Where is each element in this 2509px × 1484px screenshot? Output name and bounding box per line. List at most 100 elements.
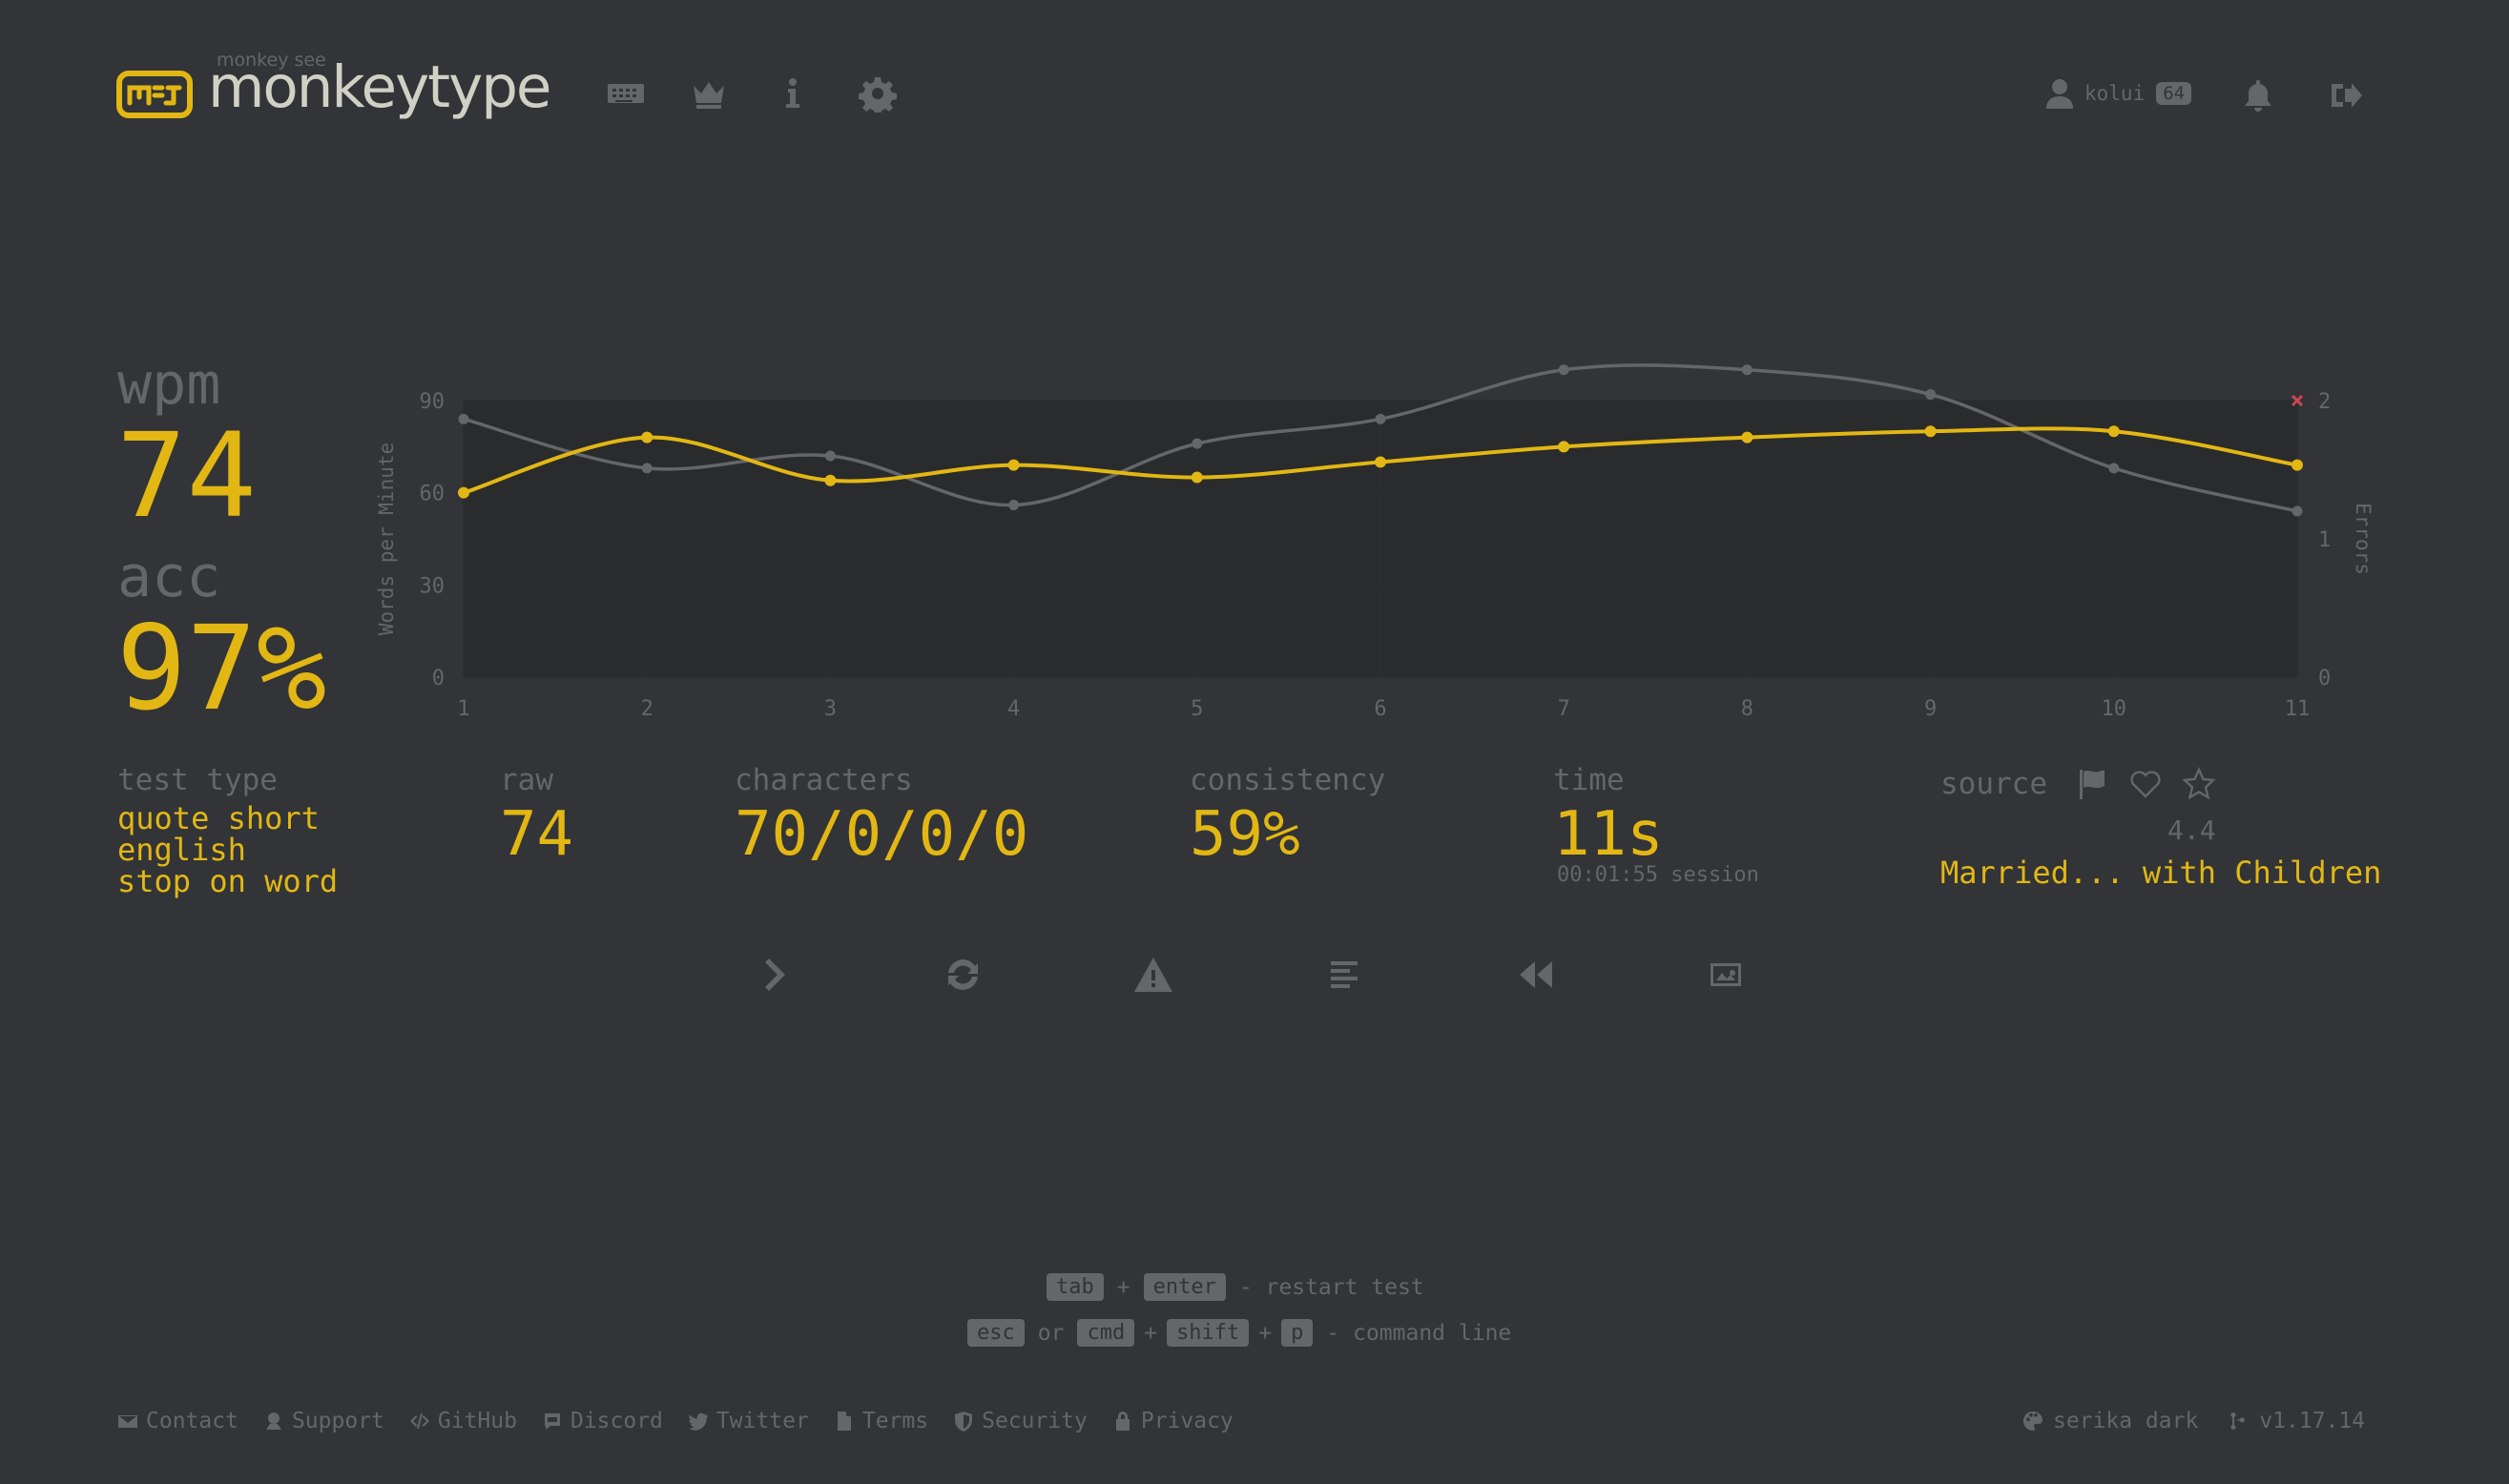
command-line-hint: esc or cmd + shift + p - command line bbox=[967, 1319, 1511, 1347]
data-point-raw bbox=[1192, 438, 1203, 449]
logo-text: monkeytype bbox=[208, 53, 551, 121]
user-icon bbox=[2046, 79, 2073, 109]
gear-icon[interactable] bbox=[859, 74, 897, 115]
footer-link-label: GitHub bbox=[437, 1409, 517, 1433]
x-tick-label: 5 bbox=[1191, 697, 1203, 721]
cmd-key: cmd bbox=[1077, 1319, 1135, 1347]
star-icon[interactable] bbox=[2182, 767, 2216, 801]
test-type-values: quote short english stop on word bbox=[117, 803, 338, 897]
logout-icon[interactable] bbox=[2328, 78, 2362, 113]
replay-icon[interactable] bbox=[1514, 954, 1556, 996]
error-marker bbox=[2291, 394, 2304, 407]
account-button[interactable]: kolui 64 bbox=[2046, 78, 2192, 109]
time-value: 11s bbox=[1553, 799, 1664, 870]
footer-link-label: Contact bbox=[146, 1409, 238, 1433]
footer-link-security[interactable]: Security bbox=[953, 1409, 1088, 1433]
plus: + bbox=[1144, 1320, 1158, 1346]
crown-icon[interactable] bbox=[690, 74, 728, 113]
source-label: source bbox=[1940, 767, 2047, 801]
time-label: time bbox=[1553, 763, 1625, 797]
tab-key: tab bbox=[1047, 1273, 1104, 1301]
quote-rating: 4.4 bbox=[2167, 814, 2216, 846]
enter-key: enter bbox=[1143, 1273, 1226, 1301]
lock-icon bbox=[1115, 1412, 1130, 1431]
y-tick-label: 0 bbox=[432, 667, 445, 690]
restart-hint: tab + enter - restart test bbox=[1047, 1273, 1424, 1301]
data-point-wpm bbox=[1741, 431, 1753, 443]
test-type-mode: quote short bbox=[117, 800, 320, 836]
footer-link-label: Security bbox=[982, 1409, 1088, 1433]
screenshot-icon[interactable] bbox=[1705, 954, 1747, 996]
footer-right: serika dark v1.17.14 bbox=[2022, 1409, 2365, 1433]
x-tick-label: 3 bbox=[824, 697, 837, 721]
x-tick-label: 1 bbox=[457, 697, 469, 721]
y-tick-label: 60 bbox=[420, 483, 446, 506]
x-tick-label: 2 bbox=[641, 697, 653, 721]
x-tick-label: 7 bbox=[1558, 697, 1570, 721]
data-point-wpm bbox=[824, 474, 837, 486]
plus: + bbox=[1116, 1274, 1130, 1300]
data-point-raw bbox=[1008, 500, 1020, 511]
footer-links: Contact Support GitHub Discord Twitter T… bbox=[117, 1409, 1234, 1433]
x-tick-label: 11 bbox=[2285, 697, 2311, 721]
level-badge: 64 bbox=[2156, 82, 2192, 105]
plus: + bbox=[1258, 1320, 1273, 1346]
data-point-raw bbox=[1375, 413, 1386, 424]
heart-icon[interactable] bbox=[2128, 767, 2163, 801]
raw-label: raw bbox=[500, 763, 553, 797]
envelope-icon bbox=[118, 1415, 137, 1428]
source-value: Married... with Children bbox=[1940, 855, 2382, 891]
data-point-raw bbox=[641, 463, 653, 474]
characters-value: 70/0/0/0 bbox=[735, 799, 1029, 870]
data-point-wpm bbox=[1191, 471, 1203, 484]
info-icon[interactable] bbox=[774, 74, 812, 113]
donate-icon bbox=[265, 1412, 281, 1430]
footer-link-label: Privacy bbox=[1140, 1409, 1234, 1433]
data-point-raw bbox=[1925, 389, 1937, 401]
palette-icon bbox=[2023, 1412, 2042, 1431]
shield-icon bbox=[955, 1412, 973, 1432]
p-key: p bbox=[1281, 1319, 1314, 1347]
consistency-value: 59% bbox=[1190, 799, 1300, 870]
y-axis-label: Words per Minute bbox=[375, 443, 398, 635]
theme-name: serika dark bbox=[2053, 1409, 2199, 1433]
source-actions bbox=[2075, 767, 2216, 801]
data-point-raw bbox=[1741, 364, 1752, 376]
footer-link-privacy[interactable]: Privacy bbox=[1112, 1409, 1234, 1433]
version-button[interactable]: v1.17.14 bbox=[2229, 1409, 2365, 1433]
footer-link-support[interactable]: Support bbox=[263, 1409, 384, 1433]
command-line-hint-text: - command line bbox=[1326, 1320, 1512, 1346]
consistency-label: consistency bbox=[1190, 763, 1386, 797]
bell-icon[interactable] bbox=[2242, 78, 2274, 113]
test-type-stop: stop on word bbox=[117, 863, 339, 899]
footer-link-label: Discord bbox=[570, 1409, 663, 1433]
acc-value: 97% bbox=[116, 601, 327, 736]
data-point-raw bbox=[824, 450, 836, 462]
discord-icon bbox=[544, 1413, 560, 1430]
footer-link-contact[interactable]: Contact bbox=[117, 1409, 238, 1433]
data-point-raw bbox=[2291, 505, 2303, 517]
next-test-icon[interactable] bbox=[751, 954, 793, 996]
esc-key: esc bbox=[967, 1319, 1025, 1347]
footer-link-github[interactable]: GitHub bbox=[409, 1409, 517, 1433]
data-point-wpm bbox=[458, 486, 469, 499]
footer-link-twitter[interactable]: Twitter bbox=[688, 1409, 809, 1433]
x-tick-label: 10 bbox=[2102, 697, 2127, 721]
footer-link-terms[interactable]: Terms bbox=[834, 1409, 928, 1433]
flag-icon[interactable] bbox=[2075, 767, 2109, 801]
code-icon bbox=[409, 1413, 429, 1429]
keyboard-icon[interactable] bbox=[607, 74, 645, 113]
raw-value: 74 bbox=[500, 799, 574, 870]
restart-icon[interactable] bbox=[942, 954, 984, 996]
footer-link-label: Support bbox=[291, 1409, 384, 1433]
warning-icon[interactable] bbox=[1132, 954, 1174, 996]
theme-button[interactable]: serika dark bbox=[2022, 1409, 2198, 1433]
data-point-wpm bbox=[1558, 441, 1570, 453]
data-point-wpm bbox=[1375, 456, 1386, 468]
words-history-icon[interactable] bbox=[1323, 954, 1365, 996]
file-icon bbox=[837, 1412, 851, 1431]
y2-axis-label: Errors bbox=[2352, 503, 2374, 575]
test-type-label: test type bbox=[117, 763, 278, 797]
footer-link-discord[interactable]: Discord bbox=[542, 1409, 663, 1433]
